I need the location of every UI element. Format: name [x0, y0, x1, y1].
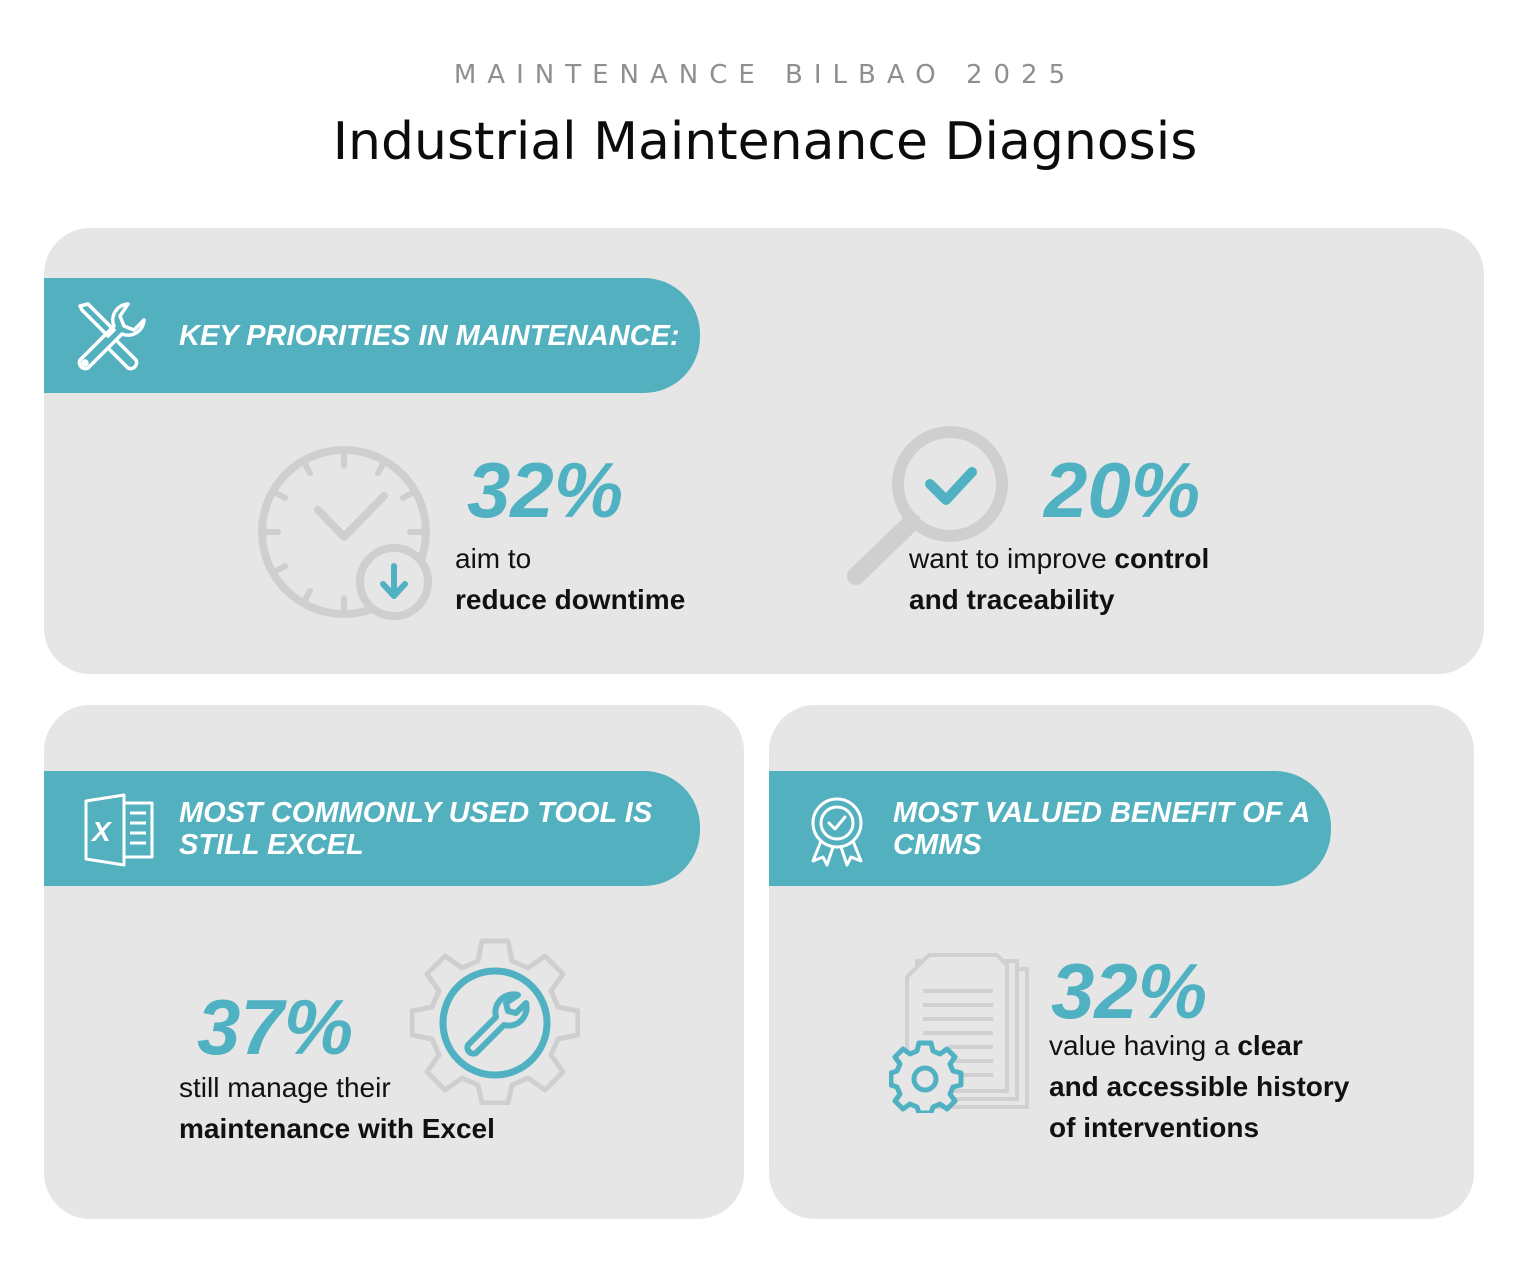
documents-gear-icon — [889, 951, 1034, 1113]
stat-downtime-line1: aim to — [455, 543, 532, 574]
banner-line2: CMMS — [893, 828, 982, 861]
stat-excel-line2: maintenance with Excel — [179, 1113, 495, 1144]
banner-label: KEY PRIORITIES IN MAINTENANCE: — [179, 319, 680, 352]
svg-text:X: X — [90, 816, 113, 847]
stat-history-line3: of interventions — [1049, 1112, 1260, 1143]
stat-downtime-value: 32% — [467, 446, 624, 534]
clock-down-arrow-icon — [256, 444, 436, 624]
award-badge-icon — [805, 795, 869, 867]
stat-control-line2: and traceability — [909, 584, 1115, 615]
banner-line2: STILL EXCEL — [179, 828, 364, 861]
cmms-benefit-card: MOST VALUED BENEFIT OF A CMMS 32% value … — [769, 705, 1474, 1219]
excel-tool-banner: X MOST COMMONLY USED TOOL IS STILL EXCEL — [44, 771, 700, 886]
banner-label: MOST COMMONLY USED TOOL IS STILL EXCEL — [179, 771, 652, 886]
magnifier-check-icon — [840, 424, 1020, 594]
stat-excel-text: still manage their maintenance with Exce… — [179, 1067, 495, 1149]
banner-label: MOST VALUED BENEFIT OF A CMMS — [893, 771, 1310, 886]
key-priorities-card: KEY PRIORITIES IN MAINTENANCE: 32% aim t… — [44, 228, 1484, 674]
eyebrow: MAINTENANCE BILBAO 2025 — [453, 60, 1077, 90]
stat-control-line1: want to improve control — [909, 543, 1210, 574]
banner-line1: MOST VALUED BENEFIT OF A — [893, 796, 1311, 829]
key-priorities-banner: KEY PRIORITIES IN MAINTENANCE: — [44, 278, 700, 393]
cmms-benefit-banner: MOST VALUED BENEFIT OF A CMMS — [769, 771, 1331, 886]
stat-history-value: 32% — [1051, 947, 1208, 1035]
stat-downtime-line2: reduce downtime — [455, 584, 686, 615]
wrench-screwdriver-icon — [70, 296, 152, 378]
stat-control-text: want to improve control and traceability — [909, 538, 1209, 620]
stat-history-line1: value having a clear — [1049, 1030, 1303, 1061]
stat-history-text: value having a clear and accessible hist… — [1049, 1025, 1349, 1148]
stat-excel-line1: still manage their — [179, 1072, 391, 1103]
stat-control-value: 20% — [1044, 446, 1201, 534]
excel-tool-card: X MOST COMMONLY USED TOOL IS STILL EXCEL… — [44, 705, 744, 1219]
page-title: Industrial Maintenance Diagnosis — [332, 112, 1198, 172]
stat-history-line2: and accessible history — [1049, 1071, 1350, 1102]
gear-wrench-icon — [410, 935, 580, 1105]
banner-line1: MOST COMMONLY USED TOOL IS — [179, 796, 653, 829]
stat-downtime-text: aim to reduce downtime — [455, 538, 685, 620]
stat-excel-value: 37% — [197, 983, 354, 1071]
excel-icon: X — [82, 793, 158, 867]
